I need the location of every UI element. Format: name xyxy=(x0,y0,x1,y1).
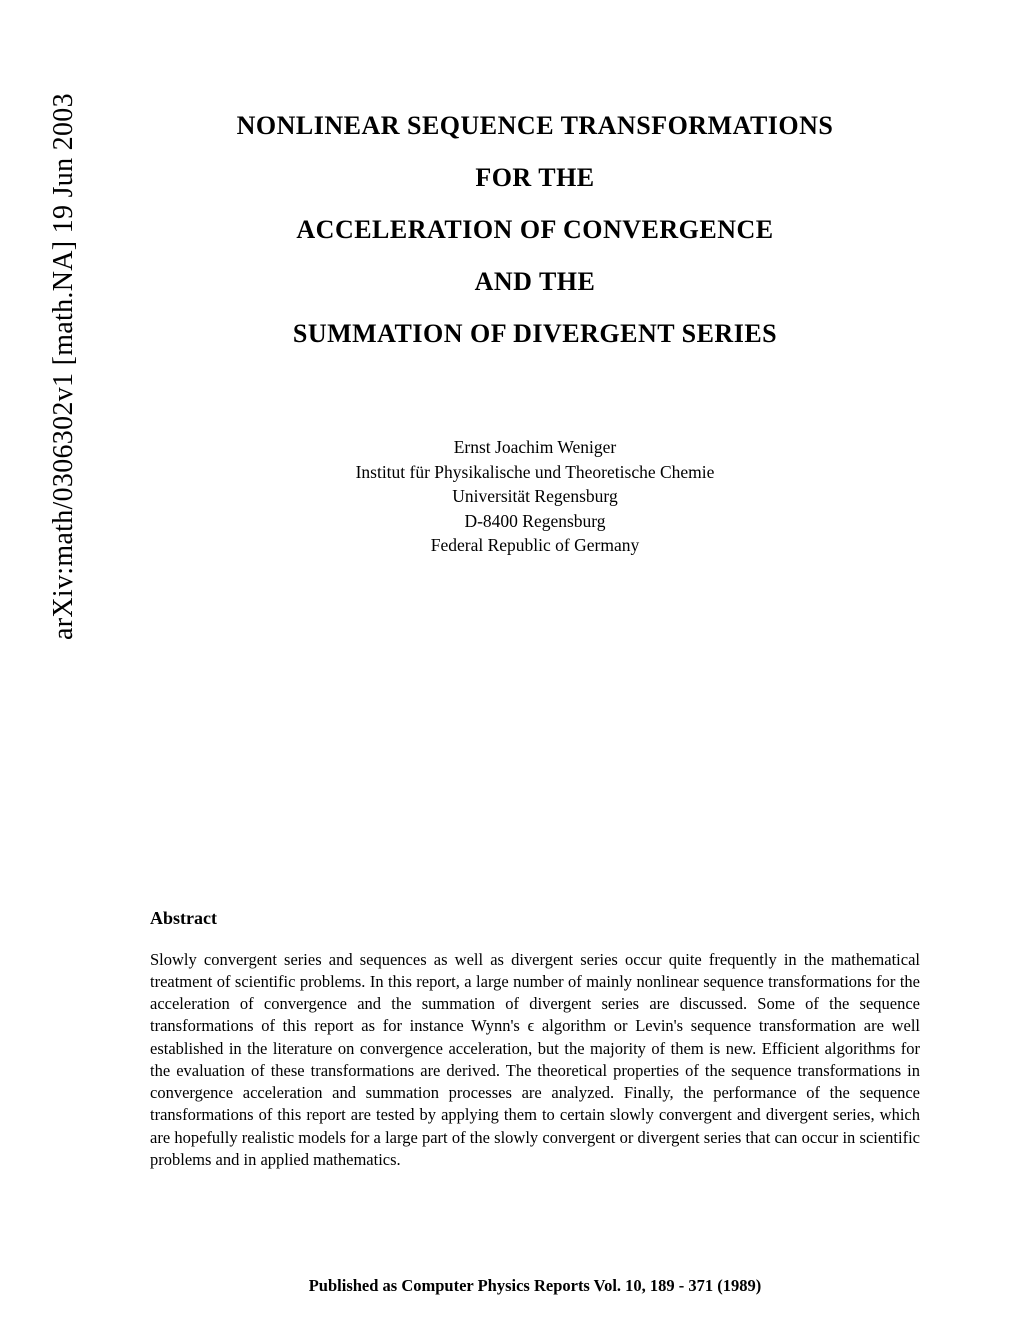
author-block: Ernst Joachim Weniger Institut für Physi… xyxy=(150,435,920,558)
affiliation-university: Universität Regensburg xyxy=(150,484,920,509)
arxiv-identifier: arXiv:math/0306302v1 [math.NA] 19 Jun 20… xyxy=(48,93,80,640)
title-line-5: SUMMATION OF DIVERGENT SERIES xyxy=(150,308,920,360)
affiliation-country: Federal Republic of Germany xyxy=(150,533,920,558)
title-line-2: FOR THE xyxy=(150,152,920,204)
title-line-1: NONLINEAR SEQUENCE TRANSFORMATIONS xyxy=(150,100,920,152)
paper-content: NONLINEAR SEQUENCE TRANSFORMATIONS FOR T… xyxy=(150,100,920,1296)
abstract-heading: Abstract xyxy=(150,908,920,929)
title-line-4: AND THE xyxy=(150,256,920,308)
author-name: Ernst Joachim Weniger xyxy=(150,435,920,460)
title-line-3: ACCELERATION OF CONVERGENCE xyxy=(150,204,920,256)
paper-title: NONLINEAR SEQUENCE TRANSFORMATIONS FOR T… xyxy=(150,100,920,360)
affiliation-institute: Institut für Physikalische und Theoretis… xyxy=(150,460,920,485)
affiliation-address: D-8400 Regensburg xyxy=(150,509,920,534)
publication-footer: Published as Computer Physics Reports Vo… xyxy=(150,1276,920,1296)
abstract-body: Slowly convergent series and sequences a… xyxy=(150,949,920,1172)
abstract-section: Abstract Slowly convergent series and se… xyxy=(150,908,920,1172)
